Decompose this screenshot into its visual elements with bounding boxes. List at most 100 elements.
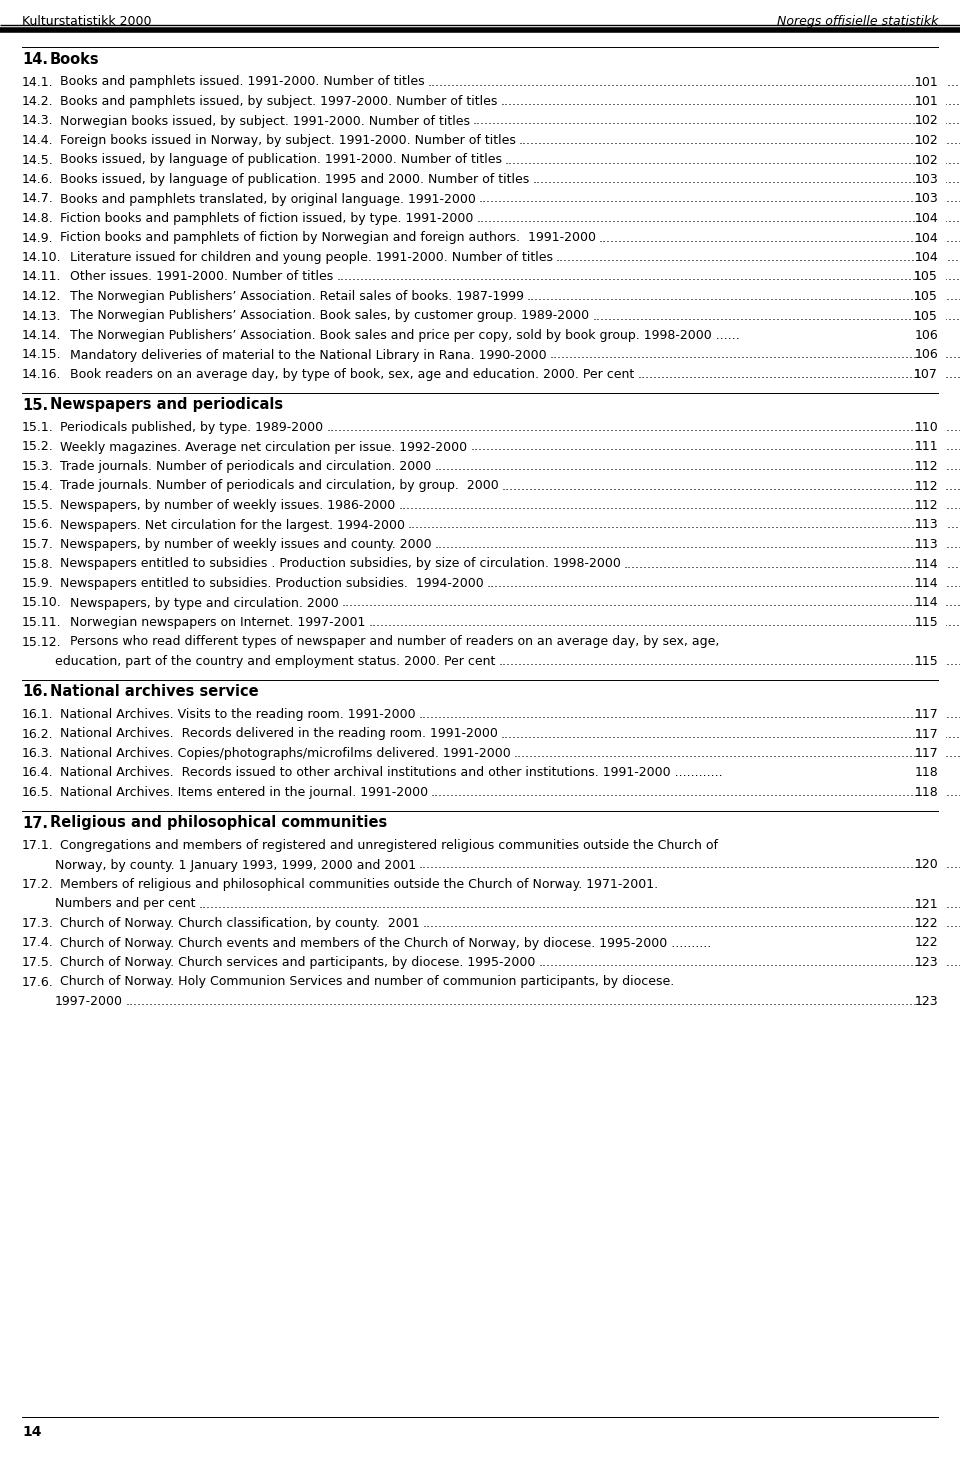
Bar — [918, 990, 946, 1012]
Text: ................................................................................: ........................................… — [434, 460, 960, 473]
Text: 14.3.: 14.3. — [22, 114, 54, 127]
Text: 120: 120 — [914, 858, 938, 872]
Bar — [918, 554, 946, 574]
Bar — [918, 130, 946, 151]
Text: Newspapers entitled to subsidies . Production subsidies, by size of circulation.: Newspapers entitled to subsidies . Produ… — [60, 558, 621, 570]
Text: 15.9.: 15.9. — [22, 577, 54, 590]
Text: 104: 104 — [914, 251, 938, 264]
Text: ................................................................................: ........................................… — [435, 538, 960, 551]
Bar — [918, 535, 946, 555]
Text: Norwegian books issued, by subject. 1991-2000. Number of titles: Norwegian books issued, by subject. 1991… — [60, 114, 470, 127]
Bar — [918, 168, 946, 190]
Text: 14.14.: 14.14. — [22, 330, 61, 341]
Text: ................................................................................: ........................................… — [369, 615, 960, 628]
Text: National Archives.  Records issued to other archival institutions and other inst: National Archives. Records issued to oth… — [60, 766, 723, 779]
Text: 104: 104 — [914, 212, 938, 226]
Text: The Norwegian Publishers’ Association. Book sales and price per copy, sold by bo: The Norwegian Publishers’ Association. B… — [70, 330, 740, 341]
Text: ................................................................................: ........................................… — [398, 500, 960, 511]
Text: 17.4.: 17.4. — [22, 936, 54, 949]
Text: Fiction books and pamphlets of fiction issued, by type. 1991-2000: Fiction books and pamphlets of fiction i… — [60, 212, 473, 226]
Text: 107: 107 — [914, 368, 938, 381]
Text: Newspapers and periodicals: Newspapers and periodicals — [50, 397, 283, 413]
Text: 122: 122 — [914, 917, 938, 930]
Text: ................................................................................: ........................................… — [479, 192, 960, 205]
Text: Norwegian newspapers on Internet. 1997-2001: Norwegian newspapers on Internet. 1997-2… — [70, 615, 366, 628]
Bar — [918, 782, 946, 803]
Text: 16.3.: 16.3. — [22, 747, 54, 760]
Text: ................................................................................: ........................................… — [532, 173, 960, 186]
Text: ................................................................................: ........................................… — [419, 708, 960, 721]
Text: Trade journals. Number of periodicals and circulation. 2000: Trade journals. Number of periodicals an… — [60, 460, 431, 473]
Text: 14.11.: 14.11. — [22, 271, 61, 284]
Text: 103: 103 — [914, 173, 938, 186]
Text: 106: 106 — [914, 349, 938, 362]
Bar — [918, 456, 946, 478]
Text: 103: 103 — [914, 192, 938, 205]
Text: 106: 106 — [914, 349, 938, 362]
Text: 114: 114 — [914, 577, 938, 590]
Bar — [918, 743, 946, 765]
Text: 117: 117 — [914, 747, 938, 760]
Text: 117: 117 — [914, 708, 938, 721]
Text: education, part of the country and employment status. 2000. Per cent: education, part of the country and emplo… — [55, 655, 495, 668]
Bar — [918, 724, 946, 746]
Text: 114: 114 — [914, 558, 938, 570]
Text: Other issues. 1991-2000. Number of titles: Other issues. 1991-2000. Number of title… — [70, 271, 333, 284]
Text: 115: 115 — [914, 655, 938, 668]
Text: 14.8.: 14.8. — [22, 212, 54, 226]
Text: 121: 121 — [914, 898, 938, 911]
Bar — [918, 650, 946, 672]
Text: 17.3.: 17.3. — [22, 917, 54, 930]
Bar — [918, 267, 946, 289]
Text: 123: 123 — [914, 957, 938, 968]
Text: 122: 122 — [914, 917, 938, 930]
Text: 17.2.: 17.2. — [22, 878, 54, 891]
Bar — [918, 476, 946, 497]
Text: 14.9.: 14.9. — [22, 231, 54, 245]
Text: 15.3.: 15.3. — [22, 460, 54, 473]
Text: 103: 103 — [914, 192, 938, 205]
Text: 118: 118 — [914, 787, 938, 798]
Text: 16.2.: 16.2. — [22, 728, 54, 740]
Text: 105: 105 — [914, 309, 938, 322]
Bar — [918, 854, 946, 876]
Bar — [918, 514, 946, 536]
Text: 14.4.: 14.4. — [22, 133, 54, 146]
Text: Fiction books and pamphlets of fiction by Norwegian and foreign authors.  1991-2: Fiction books and pamphlets of fiction b… — [60, 231, 596, 245]
Text: 121: 121 — [914, 898, 938, 911]
Text: ................................................................................: ........................................… — [470, 441, 960, 454]
Bar — [918, 286, 946, 308]
Text: Books issued, by language of publication. 1991-2000. Number of titles: Books issued, by language of publication… — [60, 154, 502, 167]
Text: National Archives.  Records delivered in the reading room. 1991-2000: National Archives. Records delivered in … — [60, 728, 498, 740]
Text: 105: 105 — [914, 290, 938, 303]
Text: ................................................................................: ........................................… — [501, 728, 960, 740]
Text: 123: 123 — [914, 957, 938, 968]
Text: Books issued, by language of publication. 1995 and 2000. Number of titles: Books issued, by language of publication… — [60, 173, 529, 186]
Text: 102: 102 — [914, 114, 938, 127]
Bar — [918, 344, 946, 366]
Bar — [918, 592, 946, 614]
Text: Book readers on an average day, by type of book, sex, age and education. 2000. P: Book readers on an average day, by type … — [70, 368, 635, 381]
Text: Religious and philosophical communities: Religious and philosophical communities — [50, 816, 387, 831]
Bar — [918, 612, 946, 633]
Text: Congregations and members of registered and unregistered religious communities o: Congregations and members of registered … — [60, 839, 718, 853]
Text: 102: 102 — [914, 154, 938, 167]
Text: 14.7.: 14.7. — [22, 192, 54, 205]
Text: Trade journals. Number of periodicals and circulation, by group.  2000: Trade journals. Number of periodicals an… — [60, 479, 499, 492]
Text: National Archives. Copies/photographs/microfilms delivered. 1991-2000: National Archives. Copies/photographs/mi… — [60, 747, 511, 760]
Text: Numbers and per cent: Numbers and per cent — [55, 898, 196, 911]
Bar — [918, 705, 946, 725]
Text: The Norwegian Publishers’ Association. Retail sales of books. 1987-1999: The Norwegian Publishers’ Association. R… — [70, 290, 524, 303]
Text: ................................................................................: ........................................… — [326, 420, 960, 434]
Text: Newspapers entitled to subsidies. Production subsidies.  1994-2000: Newspapers entitled to subsidies. Produc… — [60, 577, 484, 590]
Text: ................................................................................: ........................................… — [336, 271, 960, 284]
Bar — [918, 227, 946, 249]
Text: 118: 118 — [914, 766, 938, 779]
Text: ................................................................................: ........................................… — [514, 747, 960, 760]
Text: 112: 112 — [914, 479, 938, 492]
Text: Books and pamphlets translated, by original language. 1991-2000: Books and pamphlets translated, by origi… — [60, 192, 476, 205]
Text: 15.5.: 15.5. — [22, 500, 54, 511]
Text: 15.2.: 15.2. — [22, 441, 54, 454]
Text: 15.11.: 15.11. — [22, 615, 61, 628]
Text: National Archives. Items entered in the journal. 1991-2000: National Archives. Items entered in the … — [60, 787, 428, 798]
